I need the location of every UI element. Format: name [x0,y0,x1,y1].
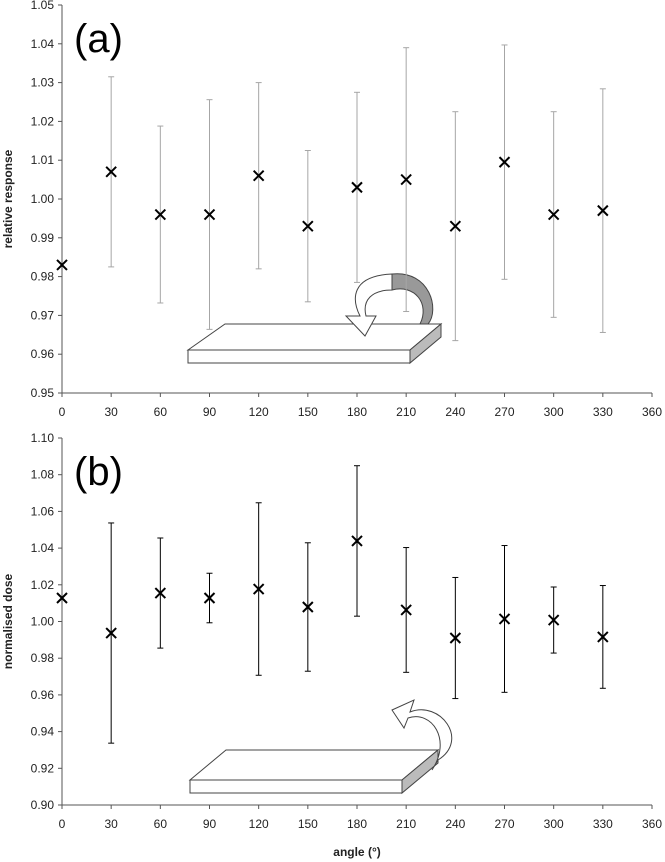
y-tick-label: 1.08 [31,468,55,482]
marker [351,181,363,194]
x-tick-label: 240 [445,817,465,831]
marker [597,631,609,643]
x-tick-label: 360 [642,817,662,831]
y-tick-label: 0.98 [31,651,55,665]
y-tick-label: 1.00 [31,192,55,206]
y-tick-label: 1.02 [31,578,55,592]
marker [252,583,265,595]
marker [105,166,117,178]
x-tick-label: 150 [298,817,318,831]
y-tick-label: 1.02 [31,114,55,128]
x-tick-label: 150 [298,405,318,419]
x-tick-label: 360 [642,405,662,419]
y-tick-label: 1.03 [31,76,55,90]
x-axis-title: angle (°) [333,845,380,859]
x-tick-label: 90 [203,405,217,419]
x-tick-label: 0 [59,405,66,419]
marker [56,592,68,604]
y-tick-label: 1.00 [31,615,55,629]
y-tick-label: 0.94 [31,725,55,739]
x-tick-label: 120 [249,405,269,419]
y-tick-label: 0.96 [31,347,55,361]
x-tick-label: 0 [59,817,66,831]
y-tick-label: 0.99 [31,231,55,245]
marker [547,208,560,221]
marker [498,156,511,168]
y-axis-title: normalised dose [1,574,15,670]
marker [56,259,68,271]
marker [302,220,314,232]
marker [449,220,462,232]
x-tick-label: 270 [494,817,514,831]
marker [498,613,511,625]
x-tick-label: 120 [249,817,269,831]
marker [203,592,216,604]
x-tick-label: 30 [104,817,118,831]
marker [302,601,314,613]
y-tick-label: 1.01 [31,153,55,167]
y-tick-label: 0.98 [31,270,55,284]
marker [252,170,265,182]
x-tick-label: 300 [544,405,564,419]
x-tick-label: 180 [347,405,367,419]
y-tick-label: 1.04 [31,541,55,555]
marker [400,604,412,616]
y-tick-label: 0.92 [31,761,55,775]
marker [154,587,167,599]
y-tick-label: 1.04 [31,37,55,51]
x-tick-label: 330 [593,405,613,419]
y-tick-label: 1.05 [31,0,55,12]
y-tick-label: 0.96 [31,688,55,702]
y-tick-label: 1.06 [31,504,55,518]
x-tick-label: 240 [445,405,465,419]
x-tick-label: 330 [593,817,613,831]
panel-label: (b) [74,450,123,494]
y-tick-label: 0.90 [31,798,55,812]
marker [597,204,609,217]
slab-b [188,699,453,795]
x-tick-label: 210 [396,405,416,419]
y-axis-title: relative response [1,149,15,248]
marker [203,208,216,221]
y-tick-label: 0.95 [31,386,55,400]
x-tick-label: 300 [544,817,564,831]
marker [154,208,167,221]
x-tick-label: 30 [104,405,118,419]
marker [351,535,363,547]
x-tick-label: 270 [494,405,514,419]
y-tick-label: 1.10 [31,431,55,445]
marker [105,627,117,639]
x-tick-label: 90 [203,817,217,831]
marker [400,173,412,186]
x-tick-label: 210 [396,817,416,831]
x-tick-label: 60 [154,405,168,419]
panel-label: (a) [74,17,123,61]
x-tick-label: 180 [347,817,367,831]
y-tick-label: 0.97 [31,308,55,322]
x-tick-label: 60 [154,817,168,831]
marker [449,632,462,644]
slab-a [186,273,443,365]
marker [547,614,560,626]
